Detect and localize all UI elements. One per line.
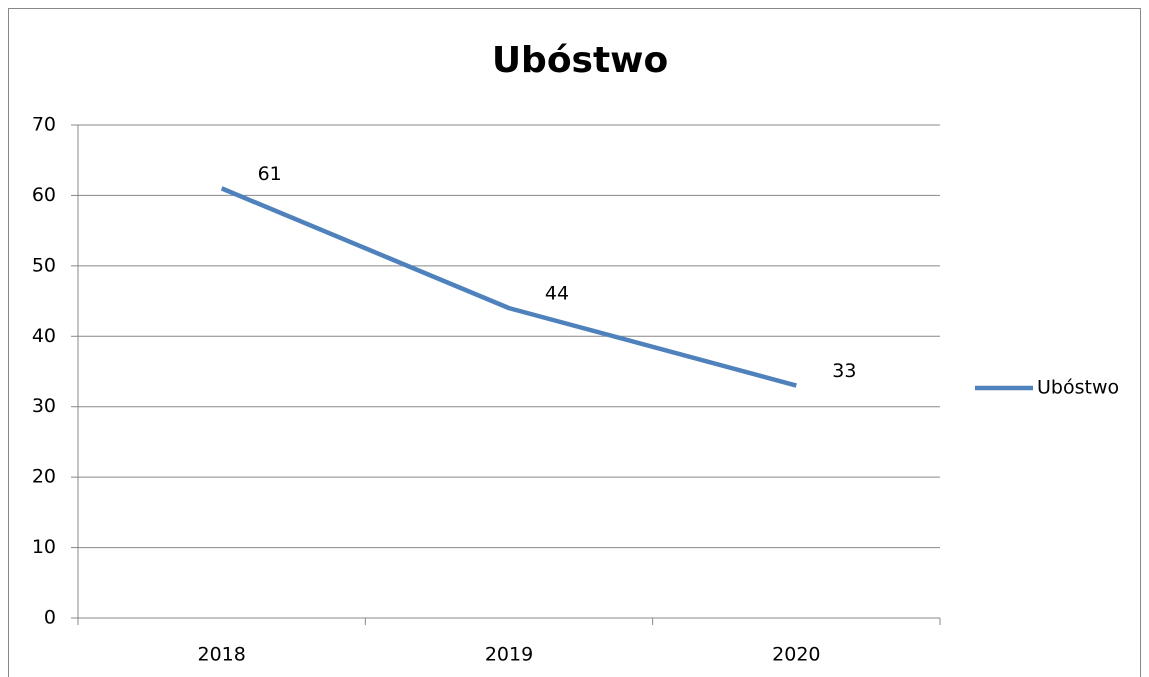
y-tick-label: 70 xyxy=(32,114,56,136)
y-tick-label: 50 xyxy=(32,254,56,276)
y-tick-label: 30 xyxy=(32,395,56,417)
legend-label: Ubóstwo xyxy=(1037,377,1119,399)
x-tick-label: 2019 xyxy=(485,644,533,666)
data-label: 44 xyxy=(545,283,569,305)
y-tick-label: 40 xyxy=(32,325,56,347)
x-tick-label: 2018 xyxy=(197,644,245,666)
data-label: 33 xyxy=(832,360,856,382)
chart-title: Ubóstwo xyxy=(492,40,668,81)
chart-frame xyxy=(8,8,1141,677)
data-label: 61 xyxy=(258,163,282,185)
y-tick-label: 20 xyxy=(32,466,56,488)
line-series xyxy=(220,186,797,388)
y-tick-label: 60 xyxy=(32,184,56,206)
y-tick-label: 0 xyxy=(44,607,56,629)
y-tick-label: 10 xyxy=(32,536,56,558)
x-tick-label: 2020 xyxy=(772,644,820,666)
